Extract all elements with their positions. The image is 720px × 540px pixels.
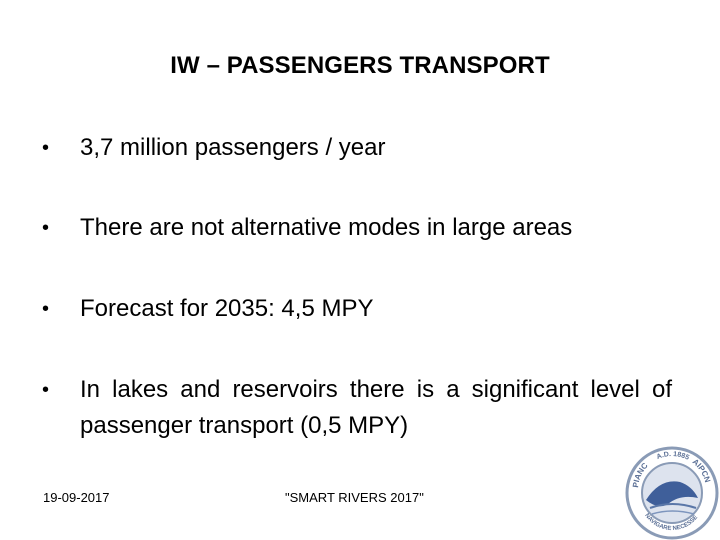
bullet-text: There are not alternative modes in large…	[80, 214, 573, 241]
bullet-item: • 3,7 million passengers / year	[42, 130, 672, 166]
bullet-symbol: •	[42, 379, 50, 401]
bullet-symbol: •	[42, 137, 50, 159]
footer-event: "SMART RIVERS 2017"	[285, 490, 424, 505]
footer-date: 19-09-2017	[43, 490, 110, 505]
bullet-item: • There are not alternative modes in lar…	[42, 210, 672, 246]
bullet-item: • Forecast for 2035: 4,5 MPY	[42, 291, 672, 327]
bullet-text: In lakes and reservoirs there is a signi…	[80, 376, 672, 439]
bullet-symbol: •	[42, 298, 50, 320]
pianc-aipcn-logo-icon: PIANC A.D. 1885 AIPCN NAVIGARE NECESSE	[625, 446, 719, 540]
bullet-item: • In lakes and reservoirs there is a sig…	[42, 372, 672, 444]
bullet-symbol: •	[42, 217, 50, 239]
bullet-text: Forecast for 2035: 4,5 MPY	[80, 295, 374, 322]
svg-text:A.D. 1885: A.D. 1885	[656, 451, 691, 462]
bullet-text: 3,7 million passengers / year	[80, 134, 386, 161]
slide-title: IW – PASSENGERS TRANSPORT	[170, 52, 550, 79]
